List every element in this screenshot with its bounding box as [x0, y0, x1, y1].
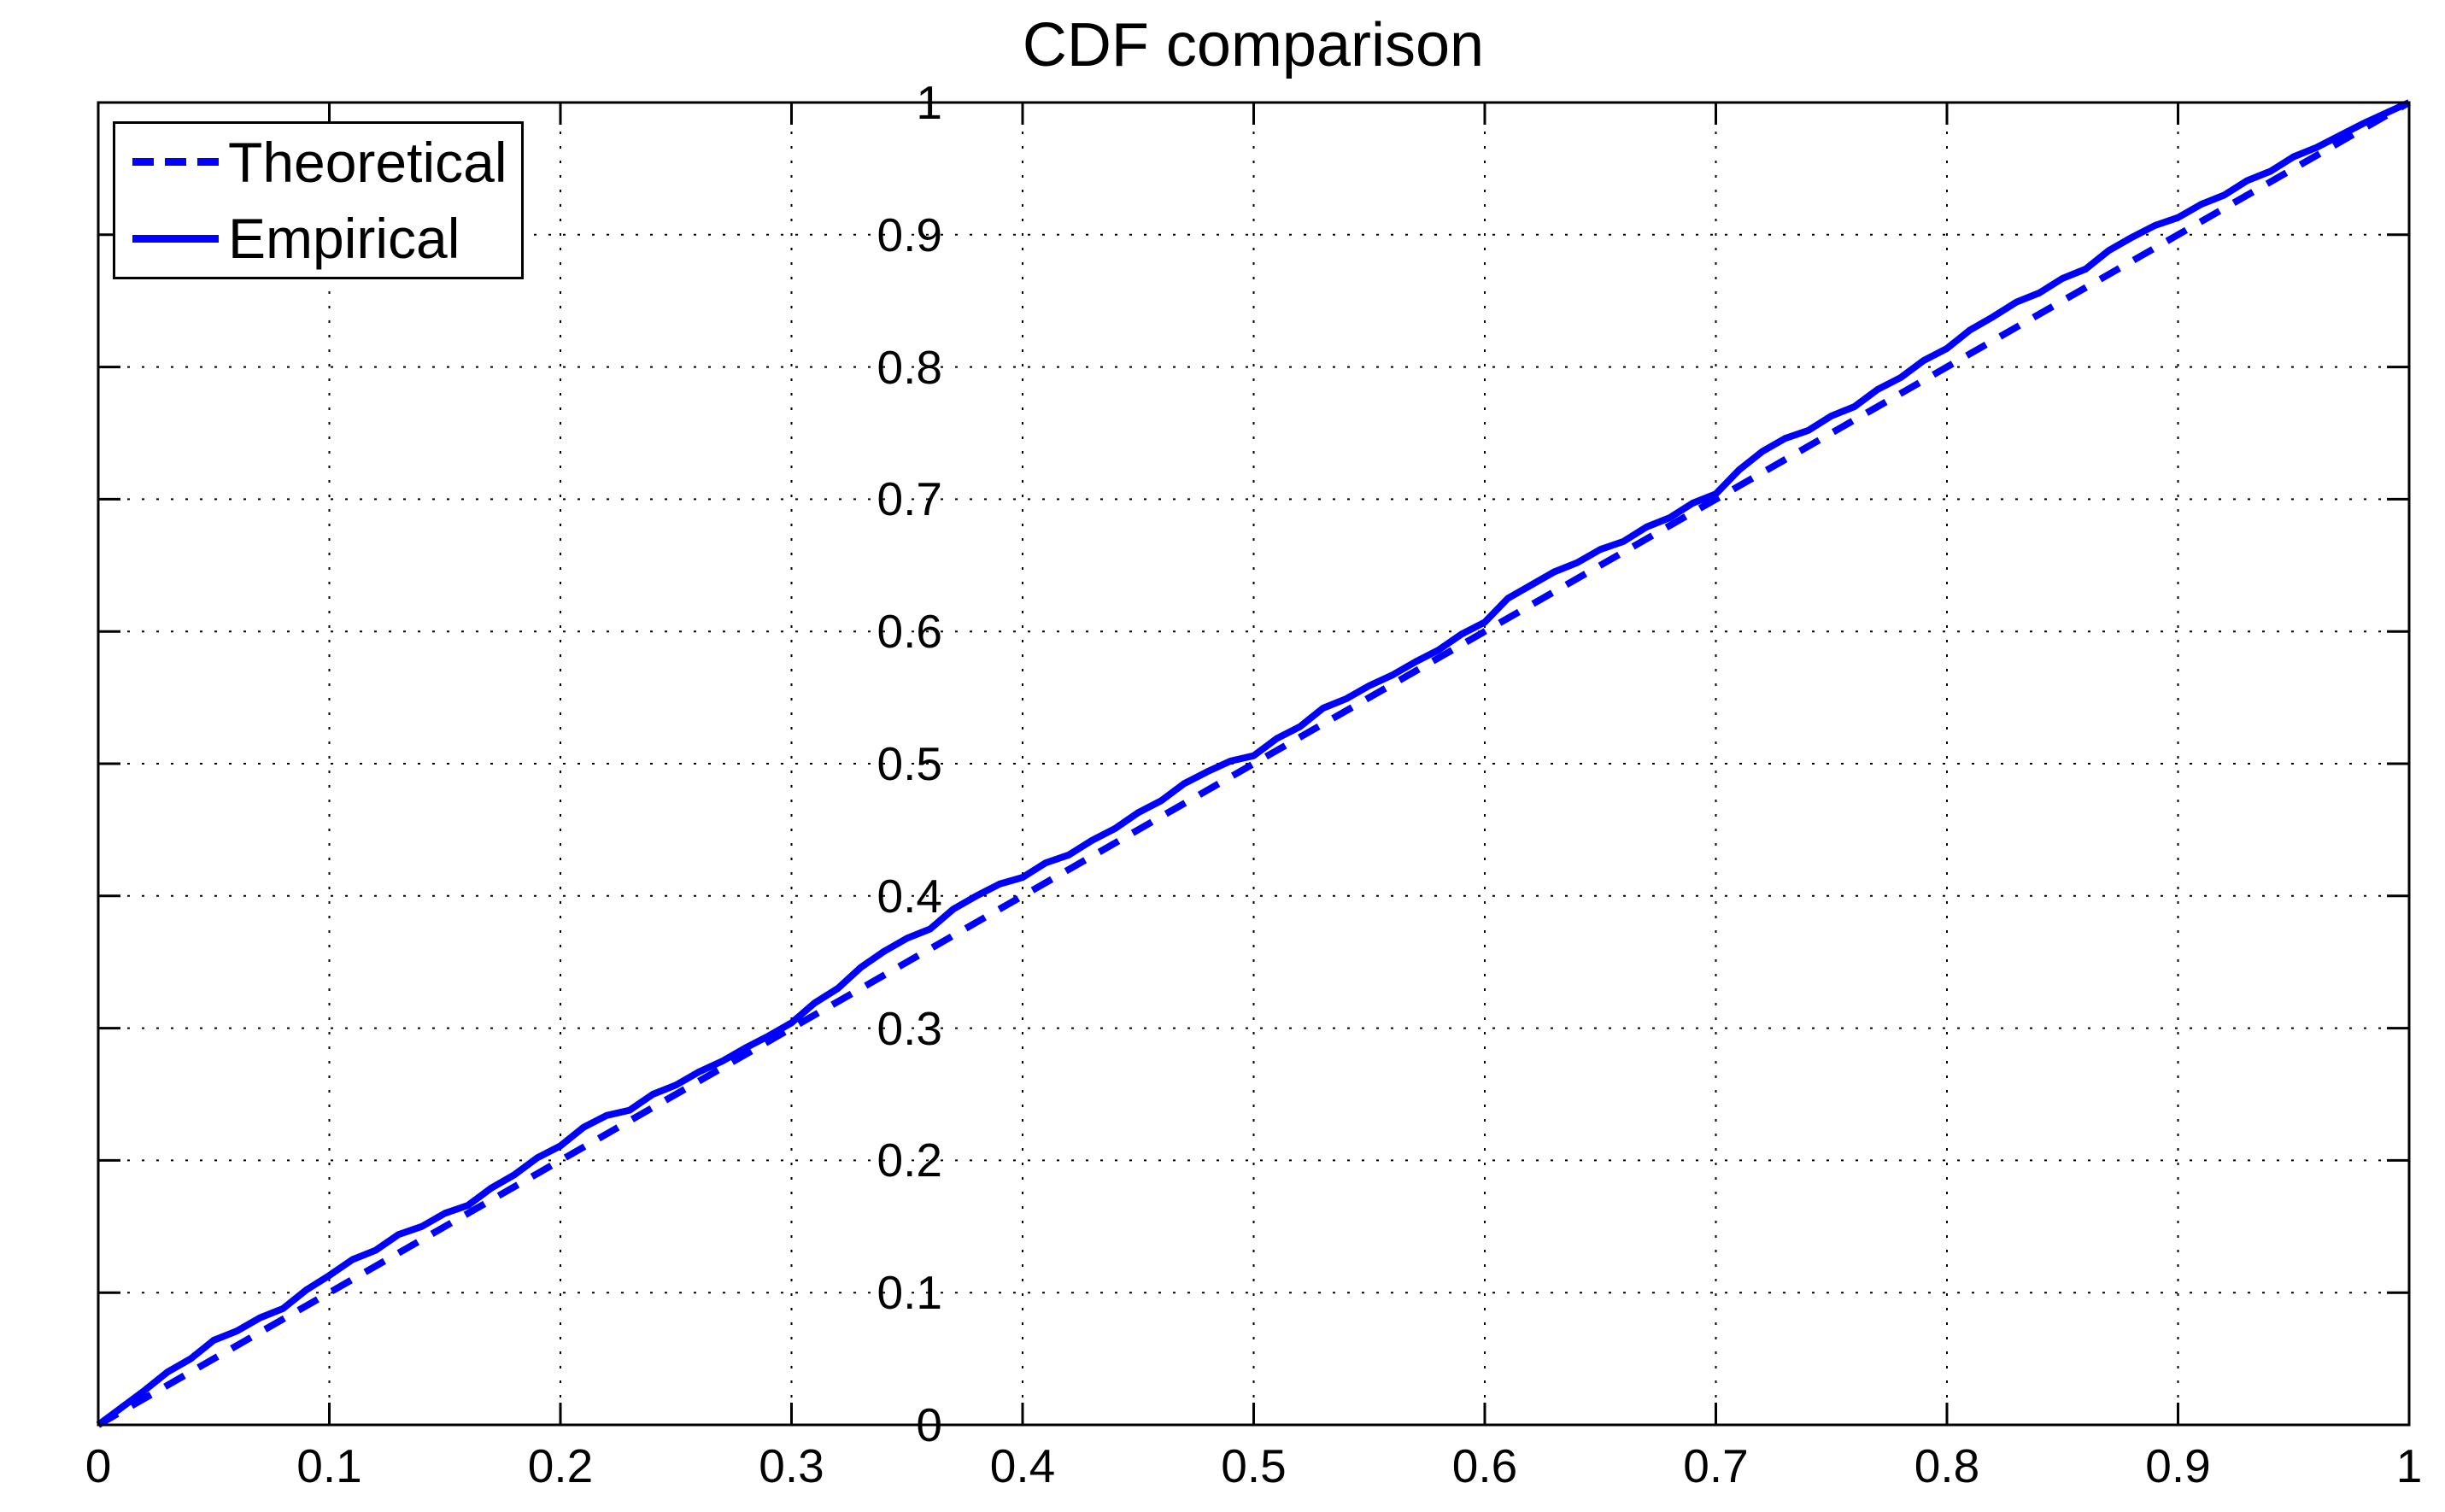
y-tick-label: 0 — [916, 1398, 942, 1451]
y-tick-label: 0.3 — [877, 1001, 942, 1055]
x-tick-label: 0.9 — [2145, 1439, 2211, 1492]
x-tick-label: 0.3 — [759, 1439, 824, 1492]
x-tick-label: 0.1 — [296, 1439, 362, 1492]
y-tick-label: 0.7 — [877, 472, 942, 526]
chart-title: CDF comparison — [1022, 11, 1485, 79]
y-tick-label: 0.2 — [877, 1134, 942, 1187]
x-tick-label: 0.2 — [527, 1439, 594, 1492]
empirical-line — [96, 99, 2411, 1428]
legend-item-theoretical: Theoretical — [115, 124, 521, 201]
solid-line-sample-icon — [132, 234, 219, 243]
legend: Theoretical Empirical — [113, 121, 524, 279]
y-tick-label: 0.6 — [877, 605, 942, 659]
theoretical-line — [97, 99, 2411, 1428]
y-tick-label: 0.1 — [877, 1266, 942, 1320]
y-tick-label: 1 — [916, 76, 942, 129]
x-tick-label: 0.5 — [1221, 1439, 1287, 1492]
y-tick-label: 0.5 — [877, 737, 942, 790]
x-tick-label: 0.4 — [989, 1439, 1056, 1492]
x-tick-label: 0.7 — [1683, 1439, 1749, 1492]
x-tick-label: 0 — [85, 1439, 112, 1492]
x-tick-label: 0.6 — [1451, 1439, 1518, 1492]
legend-label-empirical: Empirical — [228, 207, 460, 271]
y-tick-label: 0.4 — [877, 869, 942, 923]
legend-item-empirical: Empirical — [115, 201, 521, 278]
legend-label-theoretical: Theoretical — [228, 130, 507, 194]
axes-box — [97, 101, 2411, 1427]
y-tick-label: 0.8 — [877, 340, 942, 394]
x-tick-label: 1 — [2395, 1439, 2423, 1492]
y-tick-label: 0.9 — [877, 208, 942, 261]
x-tick-label: 0.8 — [1914, 1439, 1980, 1492]
dashed-line-sample-icon — [132, 158, 219, 167]
